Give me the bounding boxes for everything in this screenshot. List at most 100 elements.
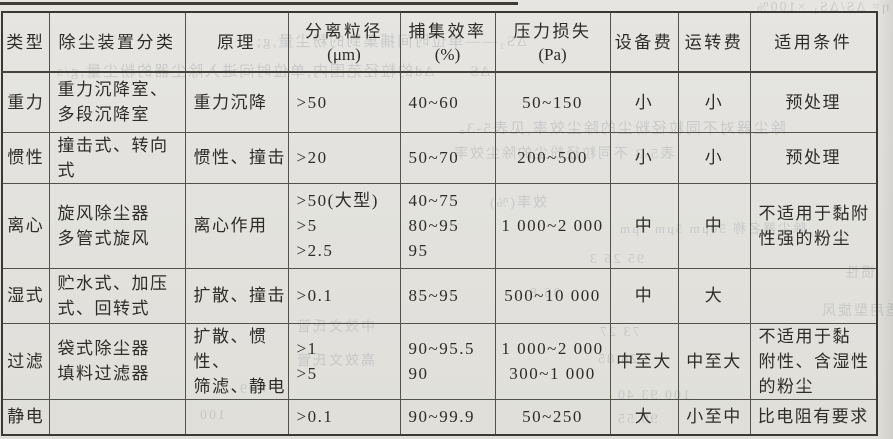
cell-line: 50~250 (522, 407, 583, 427)
cell-line: 大 (634, 407, 654, 427)
table-cell: 90~95.5 90 (399, 322, 496, 400)
table-row-2: 惯性 撞击式、转向式 惯性、撞击 >20 50~70 200~500 小 小 预处理 (1, 131, 878, 184)
column-header-label: 适用条件 (774, 32, 853, 52)
cell-line: 重力沉降 (193, 92, 268, 112)
cell-line: 重力 (7, 92, 45, 112)
table-cell: 重力沉降 (184, 71, 289, 133)
table-cell: 惯性 (1, 131, 50, 184)
cell-line: 式、回转式 (57, 298, 150, 318)
table-cell: 扩散、惯性、 筛滤、静电 (184, 322, 289, 400)
table-cell: 500~10 000 (494, 267, 611, 324)
cell-line: 50~70 (408, 148, 460, 167)
cell-line: 性强的粉尘 (758, 228, 851, 248)
table-cell: 大 (677, 267, 751, 324)
table-cell: 惯性、撞击 (184, 131, 289, 184)
table-cell: 50~70 (399, 131, 496, 184)
column-header-label: 分离粒径 (305, 21, 383, 41)
table-cell: 扩散、撞击 (184, 267, 289, 324)
cell-line: 1 000~2 000 (501, 216, 604, 235)
cell-line: 300~1 000 (509, 364, 596, 383)
table-cell: >0.1 (287, 267, 401, 324)
table-cell: 小 (677, 71, 751, 133)
cell-line: 筛滤、静电 (193, 376, 286, 396)
cell-line: 旋风除尘器 (57, 203, 150, 223)
page-top-rule (0, 2, 518, 5)
cell-line: 惯性 (7, 148, 45, 167)
cell-line: 不适用于黏附 (758, 203, 870, 223)
cell-line: 附性、含湿性 (758, 351, 870, 371)
cell-line: 95 (408, 241, 429, 260)
column-header-1: 类型 (1, 11, 50, 73)
dust-collector-table: 类型 除尘装置分类 原理 分离粒径 (μm) 捕集效率 (%) 压力损失 (Pa) 设备费 运转费 适… (1, 11, 878, 436)
cell-line: 大 (704, 286, 724, 305)
cell-line: 多段沉降室 (57, 105, 150, 125)
cell-line: >2.5 (296, 241, 334, 260)
cell-line: 过滤 (7, 351, 45, 371)
cell-line: 90~95.5 (408, 339, 475, 358)
table-cell: 过滤 (1, 322, 50, 400)
table-cell: 湿式 (1, 267, 50, 324)
cell-line: 预处理 (785, 92, 841, 112)
cell-line: 贮水式、加压 (57, 273, 169, 293)
table-cell: 小 (609, 131, 679, 184)
cell-line: 静电 (7, 407, 45, 427)
column-header-label: 原理 (217, 32, 256, 52)
cell-line: 小至中 (686, 407, 742, 427)
cell-line: 的粉尘 (758, 376, 814, 396)
column-header-5: 捕集效率 (%) (399, 11, 496, 73)
table-cell (184, 398, 289, 436)
column-header-label: 捕集效率 (408, 21, 487, 41)
cell-line: 离心 (7, 216, 45, 235)
cell-line: 惯性、撞击 (193, 148, 286, 167)
cell-line: 85~95 (408, 286, 460, 305)
table-cell: >50(大型) >5 >2.5 (287, 182, 401, 269)
cell-line: 中 (634, 216, 654, 235)
cell-line: 袋式除尘器 (57, 339, 150, 358)
table-row-6: 静电 >0.1 90~99.9 50~250 大 小至中 比电阻有要求 (1, 398, 878, 436)
table-cell: 90~99.9 (399, 398, 496, 436)
column-header-unit: (μm) (327, 44, 361, 64)
cell-line: >50 (296, 92, 328, 112)
table-cell: 贮水式、加压 式、回转式 (48, 267, 186, 324)
column-header-unit: (%) (434, 44, 461, 64)
cell-line: >5 (296, 216, 318, 235)
column-header-label: 设备费 (614, 32, 674, 52)
table-cell: 50~150 (494, 71, 611, 133)
cell-line: 50~150 (522, 92, 583, 112)
table-cell: 1 000~2 000 300~1 000 (494, 322, 611, 400)
cell-line: 多管式旋风 (57, 228, 150, 248)
table-cell: 40~75 80~95 95 (399, 182, 496, 269)
cell-line: 预处理 (785, 148, 841, 167)
column-header-label: 运转费 (684, 32, 744, 52)
table-cell: 小至中 (677, 398, 751, 436)
cell-line: 500~10 000 (504, 286, 601, 305)
table-cell: 85~95 (399, 267, 496, 324)
column-header-7: 设备费 (609, 11, 679, 73)
cell-line (751, 295, 876, 296)
cell-line: 200~500 (517, 148, 588, 167)
column-header-2: 除尘装置分类 (48, 11, 186, 73)
column-header-6: 压力损失 (Pa) (494, 11, 611, 73)
table-cell: 静电 (1, 398, 50, 436)
table-cell: 200~500 (494, 131, 611, 184)
cell-line: 不适用于黏 (758, 326, 851, 346)
cell-line: 1 000~2 000 (501, 339, 604, 358)
cell-line: 40~75 (408, 191, 460, 210)
table-cell: 袋式除尘器 填料过滤器 (48, 322, 186, 400)
table-cell: >1 >5 (287, 322, 401, 400)
table-cell: 离心作用 (184, 182, 289, 269)
cell-line: 90~99.9 (408, 407, 475, 427)
table-cell: 旋风除尘器多管式旋风 (48, 182, 186, 269)
column-header-9: 适用条件 (749, 11, 878, 73)
table-cell: >20 (287, 131, 401, 184)
table-cell: >0.1 (287, 398, 401, 436)
table-cell (749, 267, 878, 324)
table-cell: 1 000~2 000 (494, 182, 611, 269)
cell-line: 小 (634, 148, 654, 167)
table-cell: 不适用于黏附性、含湿性 的粉尘 (749, 322, 878, 400)
table-cell: 40~60 (399, 71, 496, 133)
table-cell (48, 398, 186, 436)
cell-line: 撞击式、转向式 (57, 135, 169, 180)
table-cell: 中 (677, 182, 751, 269)
